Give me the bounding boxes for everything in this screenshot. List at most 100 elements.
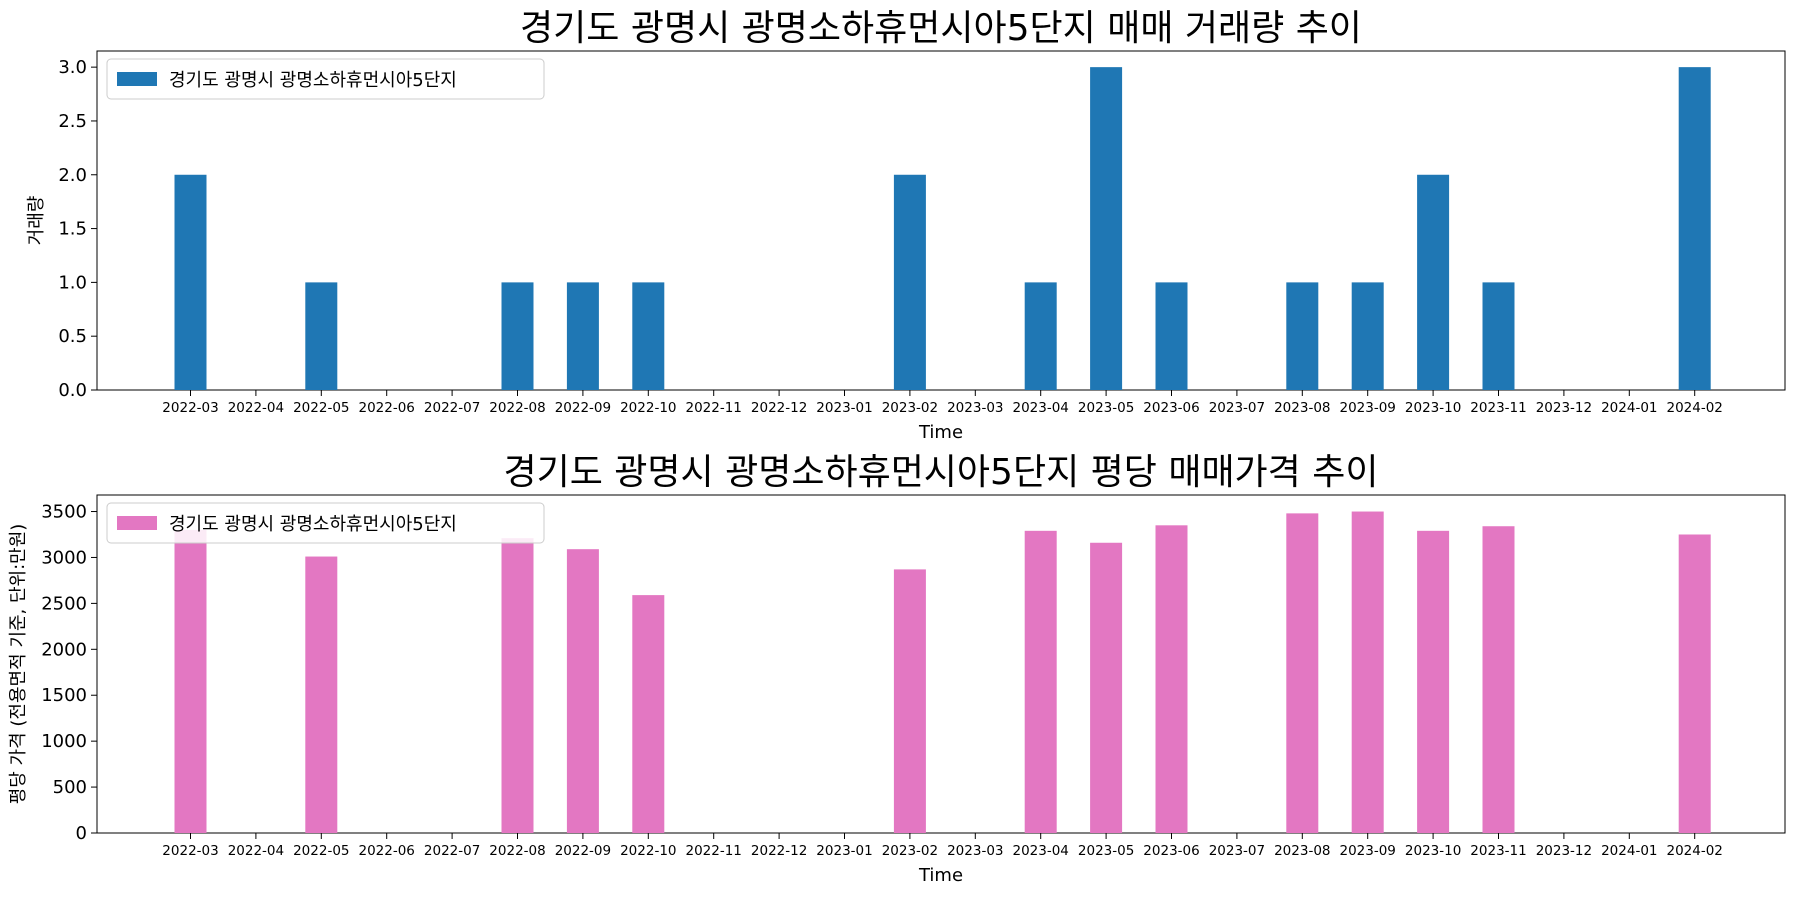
- x-tick-label: 2023-07: [1209, 400, 1265, 416]
- bar-2023-08: [1286, 282, 1319, 390]
- x-tick-label: 2023-01: [816, 843, 872, 859]
- y-tick-label: 3500: [41, 502, 87, 523]
- x-tick-label: 2022-05: [293, 843, 349, 859]
- bar-2023-10: [1417, 174, 1450, 390]
- bar-2023-10: [1417, 530, 1450, 833]
- x-tick-label: 2023-09: [1339, 843, 1395, 859]
- bar-2023-11: [1482, 282, 1515, 390]
- y-tick-label: 0.0: [58, 380, 87, 401]
- bar-2023-09: [1351, 282, 1384, 390]
- legend-swatch: [117, 516, 157, 530]
- plot-frame: [96, 50, 1786, 391]
- bar-2023-04: [1024, 530, 1057, 833]
- x-tick-label: 2022-07: [424, 400, 480, 416]
- y-tick-label: 1.5: [58, 219, 87, 240]
- legend-swatch: [117, 72, 157, 86]
- x-tick-label: 2022-10: [620, 400, 676, 416]
- y-tick-label: 2500: [41, 593, 87, 614]
- bar-2022-05: [305, 282, 338, 390]
- bar-2022-08: [501, 282, 534, 390]
- bar-2023-06: [1155, 282, 1188, 390]
- x-tick-label: 2022-11: [685, 400, 741, 416]
- x-tick-label: 2022-03: [162, 843, 218, 859]
- x-tick-label: 2022-08: [489, 400, 545, 416]
- bar-2023-05: [1090, 542, 1123, 833]
- y-axis-label: 평당 가격 (전용면적 기준, 단위:만원): [8, 524, 29, 805]
- bar-2022-05: [305, 556, 338, 833]
- x-tick-label: 2023-07: [1209, 843, 1265, 859]
- legend-label: 경기도 광명시 광명소하휴먼시아5단지: [169, 70, 457, 91]
- x-tick-label: 2022-09: [555, 843, 611, 859]
- bar-2023-04: [1024, 282, 1057, 390]
- y-tick-label: 3000: [41, 547, 87, 568]
- x-tick-label: 2022-09: [555, 400, 611, 416]
- y-tick-label: 2000: [41, 639, 87, 660]
- bar-2022-10: [632, 282, 665, 390]
- x-tick-label: 2023-06: [1143, 400, 1199, 416]
- bar-2023-11: [1482, 526, 1515, 833]
- bar-2023-08: [1286, 513, 1319, 833]
- x-tick-label: 2023-03: [947, 400, 1003, 416]
- x-tick-label: 2022-04: [228, 843, 284, 859]
- bar-2022-03: [174, 174, 207, 390]
- x-tick-label: 2022-03: [162, 400, 218, 416]
- x-tick-label: 2023-11: [1470, 843, 1526, 859]
- x-tick-label: 2022-11: [685, 843, 741, 859]
- x-tick-label: 2022-06: [358, 400, 414, 416]
- x-tick-label: 2022-04: [228, 400, 284, 416]
- bar-2022-08: [501, 538, 534, 833]
- x-axis-label: Time: [918, 422, 963, 443]
- x-tick-label: 2023-08: [1274, 843, 1330, 859]
- bar-2022-09: [566, 549, 599, 833]
- x-tick-label: 2023-06: [1143, 843, 1199, 859]
- bar-2024-02: [1678, 534, 1711, 833]
- x-tick-label: 2023-05: [1078, 400, 1134, 416]
- bar-2024-02: [1678, 67, 1711, 391]
- y-tick-label: 1500: [41, 685, 87, 706]
- x-tick-label: 2023-09: [1339, 400, 1395, 416]
- x-tick-label: 2024-01: [1601, 843, 1657, 859]
- x-tick-label: 2023-04: [1012, 843, 1068, 859]
- x-tick-label: 2023-12: [1536, 843, 1592, 859]
- chart-title: 경기도 광명시 광명소하휴먼시아5단지 평당 매매가격 추이: [503, 452, 1378, 493]
- x-tick-label: 2023-05: [1078, 843, 1134, 859]
- x-tick-label: 2023-10: [1405, 843, 1461, 859]
- x-tick-label: 2023-11: [1470, 400, 1526, 416]
- y-tick-label: 1.0: [58, 272, 87, 293]
- bar-2022-10: [632, 595, 665, 833]
- x-tick-label: 2022-05: [293, 400, 349, 416]
- x-tick-label: 2022-08: [489, 843, 545, 859]
- legend-label: 경기도 광명시 광명소하휴먼시아5단지: [169, 514, 457, 535]
- x-tick-label: 2023-01: [816, 400, 872, 416]
- x-tick-label: 2023-02: [882, 400, 938, 416]
- chart-title: 경기도 광명시 광명소하휴먼시아5단지 매매 거래량 추이: [520, 8, 1362, 49]
- plot-frame: [96, 494, 1786, 834]
- bar-2023-02: [893, 569, 926, 833]
- x-tick-label: 2023-03: [947, 843, 1003, 859]
- legend-box: [106, 502, 545, 544]
- legend-box: [106, 58, 545, 100]
- bar-2023-06: [1155, 525, 1188, 833]
- x-tick-label: 2022-07: [424, 843, 480, 859]
- bar-2023-05: [1090, 67, 1123, 391]
- x-tick-label: 2023-02: [882, 843, 938, 859]
- y-tick-label: 2.5: [58, 111, 87, 132]
- y-tick-label: 3.0: [58, 57, 87, 78]
- x-axis-label: Time: [918, 865, 963, 886]
- bar-2023-09: [1351, 511, 1384, 833]
- x-tick-label: 2024-02: [1666, 400, 1722, 416]
- x-tick-label: 2022-12: [751, 400, 807, 416]
- bar-2023-02: [893, 174, 926, 390]
- y-axis-label: 거래량: [26, 196, 47, 246]
- x-tick-label: 2024-01: [1601, 400, 1657, 416]
- x-tick-label: 2023-12: [1536, 400, 1592, 416]
- y-tick-label: 500: [53, 777, 87, 798]
- x-tick-label: 2023-08: [1274, 400, 1330, 416]
- y-tick-label: 0.5: [58, 326, 87, 347]
- x-tick-label: 2024-02: [1666, 843, 1722, 859]
- x-tick-label: 2022-12: [751, 843, 807, 859]
- y-tick-label: 2.0: [58, 165, 87, 186]
- bar-2022-03: [174, 529, 207, 833]
- y-tick-label: 0: [76, 823, 87, 844]
